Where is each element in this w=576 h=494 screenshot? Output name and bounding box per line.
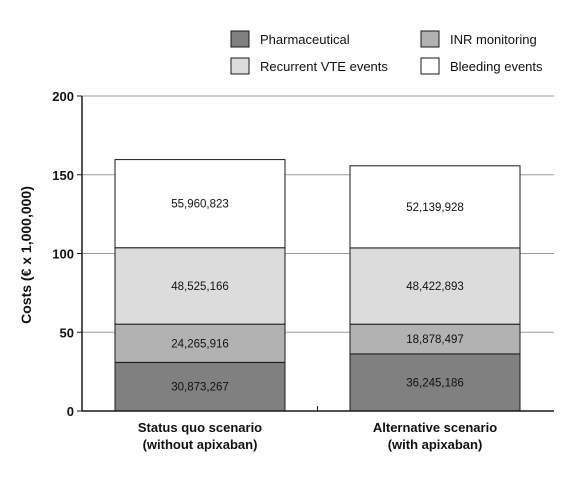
category-label-line: Status quo scenario bbox=[138, 420, 262, 435]
bar-segment-1-3 bbox=[114, 247, 286, 325]
legend: Pharmaceutical INR monitoring Recurrent VT… bbox=[230, 30, 543, 75]
data-label-2-2: 18,878,497 bbox=[406, 334, 464, 346]
y-tick-label-50: 50 bbox=[60, 325, 74, 340]
category-label-line: (without apixaban) bbox=[143, 437, 258, 452]
y-axis-label: Costs (€ x 1,000,000) bbox=[18, 186, 34, 324]
axes bbox=[77, 95, 554, 412]
bar-segment-2-3 bbox=[349, 247, 521, 325]
category-label-line: Alternative scenario bbox=[373, 420, 497, 435]
legend-label-4: Bleeding events bbox=[450, 59, 543, 74]
data-label-1-1: 30,873,267 bbox=[171, 382, 229, 394]
legend-label-1: Pharmaceutical bbox=[260, 32, 350, 47]
data-label-2-3: 48,422,893 bbox=[406, 281, 464, 293]
bars bbox=[114, 159, 521, 412]
data-label-2-4: 52,139,928 bbox=[406, 202, 464, 214]
bar-segment-2-2 bbox=[349, 323, 521, 355]
y-tick-label-100: 100 bbox=[52, 247, 74, 262]
bar-segment-1-1 bbox=[114, 361, 286, 412]
y-tick-labels: 0 50 100 150 200 bbox=[52, 89, 74, 419]
legend-label-2: INR monitoring bbox=[450, 32, 537, 47]
bar-segment-1-4 bbox=[114, 159, 286, 249]
data-label-2-1: 36,245,186 bbox=[406, 377, 464, 389]
legend-swatch-1 bbox=[230, 30, 250, 48]
category-label-2: Alternative scenario (with apixaban) bbox=[373, 420, 497, 452]
data-label-1-3: 48,525,166 bbox=[171, 281, 229, 293]
category-label-line: (with apixaban) bbox=[388, 437, 483, 452]
legend-swatch-2 bbox=[420, 30, 440, 48]
data-label-1-4: 55,960,823 bbox=[171, 199, 229, 211]
legend-label-3: Recurrent VTE events bbox=[260, 59, 388, 74]
category-label-1: Status quo scenario (without apixaban) bbox=[138, 420, 262, 452]
bar-segment-2-1 bbox=[349, 353, 521, 412]
legend-swatch-4 bbox=[420, 57, 440, 75]
y-tick-label-200: 200 bbox=[52, 89, 74, 104]
data-label-1-2: 24,265,916 bbox=[171, 338, 229, 350]
legend-swatch-3 bbox=[230, 57, 250, 75]
bar-segment-2-4 bbox=[349, 165, 521, 249]
category-labels: Status quo scenario (without apixaban) Alt… bbox=[138, 420, 497, 452]
y-tick-label-150: 150 bbox=[52, 168, 74, 183]
data-labels: 30,873,267 24,265,916 48,525,166 55,960,823… bbox=[171, 199, 464, 394]
y-tick-label-0: 0 bbox=[67, 404, 74, 419]
bar-segment-1-2 bbox=[114, 323, 286, 363]
